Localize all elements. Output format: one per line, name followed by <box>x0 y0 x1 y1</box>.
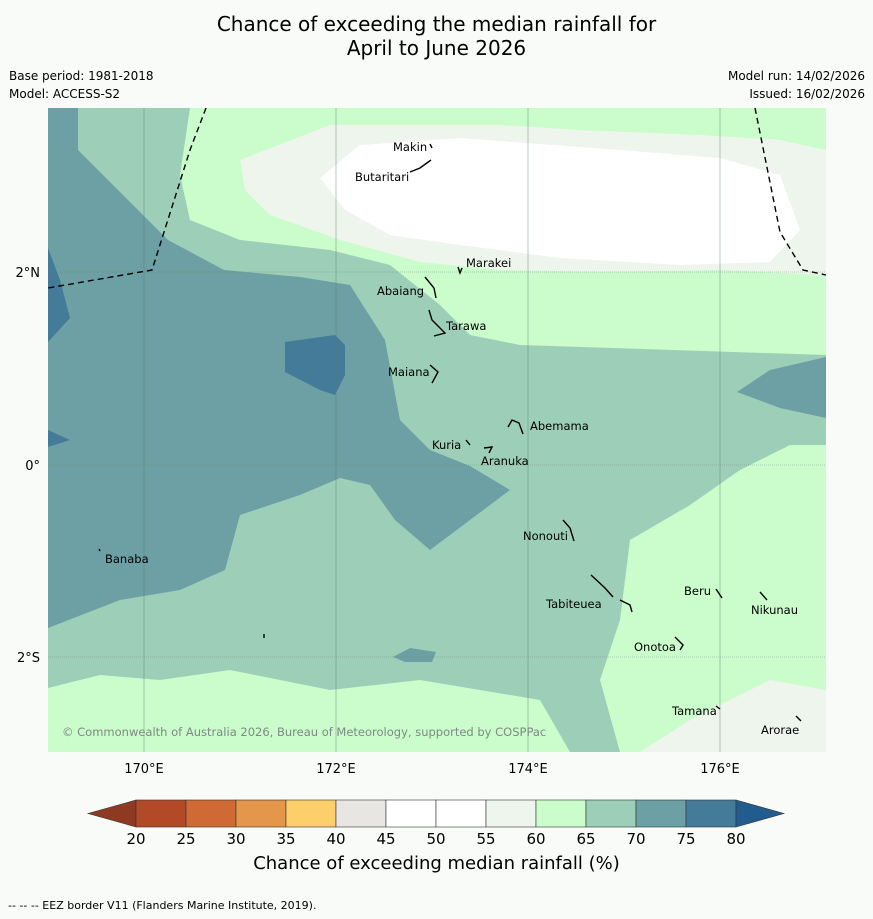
island-outlines <box>98 143 802 722</box>
colorbar-segment-30-35 <box>235 799 287 828</box>
model-run: Model run: 14/02/2026 <box>727 69 865 83</box>
colorbar-under-arrow <box>86 799 137 828</box>
colorbar-segment-65-70 <box>585 799 637 828</box>
lat-tick-2n: 2°N <box>16 266 41 281</box>
label-nonouti: Nonouti <box>523 529 568 543</box>
colorbar-tick-55: 55 <box>476 830 495 848</box>
chart-title: Chance of exceeding the median rainfall … <box>0 12 873 60</box>
lon-tick-176e: 176°E <box>700 762 740 777</box>
colorbar-segment-60-65 <box>535 799 587 828</box>
colorbar-tick-25: 25 <box>176 830 195 848</box>
title-line-2: April to June 2026 <box>346 36 527 60</box>
colorbar-tick-65: 65 <box>576 830 595 848</box>
colorbar-segment-25-30 <box>185 799 237 828</box>
lon-tick-170e: 170°E <box>124 762 164 777</box>
label-abemama: Abemama <box>530 419 589 433</box>
band-60-65-southeast <box>600 445 826 752</box>
colorbar-segment-40-45 <box>335 799 387 828</box>
label-tarawa: Tarawa <box>445 319 486 333</box>
lat-tick-0: 0° <box>25 459 40 474</box>
label-tabiteuea: Tabiteuea <box>545 597 602 611</box>
colorbar-segment-45-50 <box>385 799 437 828</box>
band-75-80-center <box>285 335 345 395</box>
colorbar-segment-20-25 <box>135 799 187 828</box>
colorbar-tick-50: 50 <box>426 830 445 848</box>
label-banaba: Banaba <box>105 552 149 566</box>
lon-axis-labels: 170°E 172°E 174°E 176°E <box>124 762 740 777</box>
eez-borders <box>48 108 826 289</box>
colorbar-segment-50-55 <box>435 799 487 828</box>
label-marakei: Marakei <box>466 256 511 270</box>
colorbar: 20 25 30 35 40 45 50 55 60 65 70 75 80 <box>86 799 786 848</box>
colorbar-over-arrow <box>735 799 786 828</box>
lon-tick-172e: 172°E <box>316 762 356 777</box>
colorbar-segment-55-60 <box>485 799 537 828</box>
label-onotoa: Onotoa <box>634 640 676 654</box>
label-nikunau: Nikunau <box>751 603 798 617</box>
colorbar-tick-30: 30 <box>226 830 245 848</box>
contour-layer: Makin Butaritari Marakei Abaiang Tarawa … <box>48 108 826 752</box>
lat-tick-2s: 2°S <box>17 651 40 666</box>
colorbar-segment-70-75 <box>635 799 687 828</box>
band-70-75-east <box>737 357 826 418</box>
label-abaiang: Abaiang <box>377 284 424 298</box>
colorbar-tick-40: 40 <box>326 830 345 848</box>
label-beru: Beru <box>684 584 711 598</box>
colorbar-tick-70: 70 <box>626 830 645 848</box>
base-period: Base period: 1981-2018 <box>9 69 154 83</box>
place-labels: Makin Butaritari Marakei Abaiang Tarawa … <box>105 140 799 737</box>
meta-right: Model run: 14/02/2026 Issued: 16/02/2026 <box>728 67 865 103</box>
lon-tick-174e: 174°E <box>508 762 548 777</box>
colorbar-tick-80: 80 <box>726 830 745 848</box>
eez-footnote: -- -- -- EEZ border V11 (Flanders Marine… <box>8 899 317 912</box>
model-name: Model: ACCESS-S2 <box>9 87 121 101</box>
colorbar-tick-45: 45 <box>376 830 395 848</box>
label-makin: Makin <box>393 140 427 154</box>
band-70-75-small <box>393 648 436 662</box>
band-60-65-south <box>48 670 570 752</box>
meta-left: Base period: 1981-2018 Model: ACCESS-S2 <box>9 67 154 103</box>
title-line-1: Chance of exceeding the median rainfall … <box>216 12 657 36</box>
label-aranuka: Aranuka <box>481 454 529 468</box>
label-maiana: Maiana <box>388 365 430 379</box>
colorbar-tick-20: 20 <box>126 830 145 848</box>
issued-date: Issued: 16/02/2026 <box>749 87 865 101</box>
label-kuria: Kuria <box>432 438 461 452</box>
gridlines <box>48 108 826 752</box>
colorbar-tick-35: 35 <box>276 830 295 848</box>
label-tamana: Tamana <box>671 704 717 718</box>
band-75-80-west <box>48 248 70 342</box>
colorbar-segment-75-80 <box>685 799 737 828</box>
band-75-80-west-small <box>48 430 70 447</box>
lat-axis-labels: 2°N 0° 2°S <box>16 266 41 666</box>
band-45-55 <box>320 138 800 265</box>
colorbar-tick-75: 75 <box>676 830 695 848</box>
colorbar-segment-35-40 <box>285 799 337 828</box>
colorbar-tick-60: 60 <box>526 830 545 848</box>
label-butaritari: Butaritari <box>355 170 409 184</box>
band-55-60-southeast <box>640 680 826 752</box>
copyright: © Commonwealth of Australia 2026, Bureau… <box>62 725 546 739</box>
colorbar-label: Chance of exceeding median rainfall (%) <box>253 853 620 874</box>
label-arorae: Arorae <box>761 723 799 737</box>
